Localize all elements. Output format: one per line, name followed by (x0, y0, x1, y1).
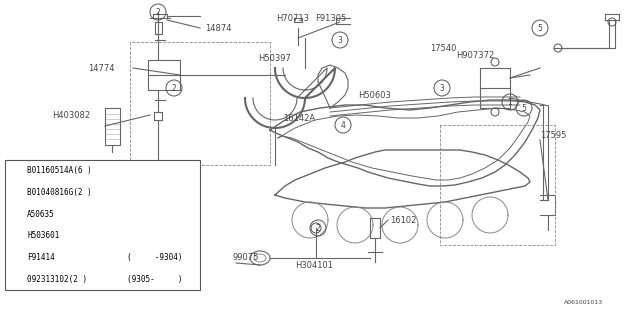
Text: 1: 1 (13, 168, 17, 174)
Text: 3: 3 (13, 211, 17, 217)
Text: 1: 1 (508, 98, 513, 107)
Text: 16102: 16102 (390, 215, 417, 225)
Text: A061001013: A061001013 (564, 300, 604, 306)
Text: B01160514A(6 ): B01160514A(6 ) (27, 166, 92, 175)
Text: H50603: H50603 (358, 91, 391, 100)
Text: 5: 5 (13, 254, 17, 260)
Text: 99075: 99075 (232, 253, 259, 262)
Text: 5: 5 (538, 23, 543, 33)
Text: 17595: 17595 (540, 131, 566, 140)
Text: H70713: H70713 (276, 13, 309, 22)
Text: H403082: H403082 (52, 110, 90, 119)
Text: 2: 2 (316, 223, 321, 233)
Text: 2: 2 (13, 189, 17, 196)
Text: 092313102(2 ): 092313102(2 ) (27, 275, 87, 284)
Text: F91305: F91305 (315, 13, 346, 22)
Text: 17540: 17540 (430, 44, 456, 52)
Text: 3: 3 (440, 84, 444, 92)
Text: H907372: H907372 (456, 51, 494, 60)
Text: 4: 4 (340, 121, 346, 130)
Text: H503601: H503601 (27, 231, 60, 240)
Text: 2: 2 (172, 84, 177, 92)
Text: (     -9304): ( -9304) (127, 253, 182, 262)
Text: 5: 5 (522, 103, 527, 113)
Text: A50635: A50635 (27, 210, 55, 219)
Bar (5, 160, 200, 290)
Text: 14774: 14774 (88, 63, 115, 73)
Text: 16142A: 16142A (283, 114, 315, 123)
Text: 3: 3 (337, 36, 342, 44)
Text: F91414: F91414 (27, 253, 55, 262)
Text: 4: 4 (13, 233, 17, 239)
Text: 2: 2 (156, 7, 161, 17)
Text: H50397: H50397 (258, 53, 291, 62)
Text: 5: 5 (13, 254, 17, 260)
Text: (9305-     ): (9305- ) (127, 275, 182, 284)
Text: H304101: H304101 (295, 260, 333, 269)
Text: B01040816G(2 ): B01040816G(2 ) (27, 188, 92, 197)
Text: 14874: 14874 (205, 23, 232, 33)
